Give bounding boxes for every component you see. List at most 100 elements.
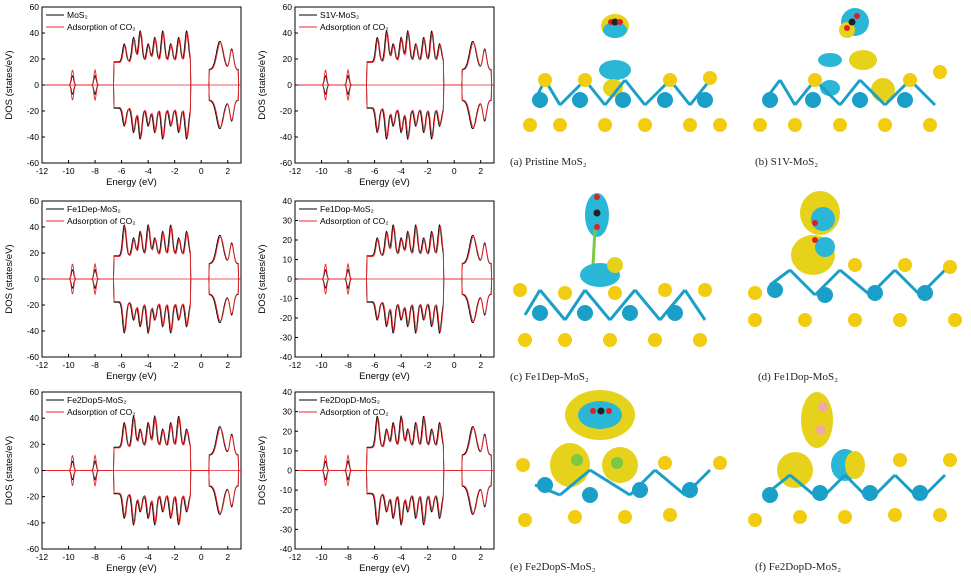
x-tick-label: -2 bbox=[171, 166, 179, 176]
series-substrate-down bbox=[42, 470, 241, 527]
y-tick-label: 40 bbox=[30, 222, 40, 232]
y-tick-label: -10 bbox=[280, 294, 293, 304]
y-tick-label: 0 bbox=[287, 466, 292, 476]
series-adsorbed-down bbox=[42, 278, 241, 333]
x-tick-label: 0 bbox=[199, 552, 204, 562]
x-tick-label: -12 bbox=[289, 552, 302, 562]
x-axis-label: Energy (eV) bbox=[106, 177, 157, 188]
y-tick-label: 20 bbox=[283, 235, 293, 245]
series-substrate-up bbox=[295, 29, 494, 86]
series-substrate-down bbox=[42, 84, 241, 140]
y-tick-label: -20 bbox=[280, 313, 293, 323]
y-tick-label: 40 bbox=[283, 387, 293, 397]
legend-label: Fe2DopS-MoS₂ bbox=[67, 395, 127, 405]
charge-density-f bbox=[777, 392, 865, 488]
y-tick-label: 10 bbox=[283, 446, 293, 456]
x-tick-label: -4 bbox=[144, 166, 152, 176]
y-tick-label: -40 bbox=[27, 132, 40, 142]
dos-plot-d: -12 -10 -8 -6 -4 -2 0 2-40-30-20-10010203040Ene… bbox=[257, 196, 495, 382]
legend-label: Adsorption of CO₂ bbox=[67, 22, 136, 32]
structure-f-image bbox=[748, 392, 957, 527]
x-tick-label: 0 bbox=[452, 552, 457, 562]
caption-e: (e) Fe2DopS-MoS₂ bbox=[510, 561, 596, 573]
y-tick-label: 20 bbox=[30, 248, 40, 258]
x-tick-label: -8 bbox=[344, 166, 352, 176]
x-tick-label: 2 bbox=[225, 166, 230, 176]
x-tick-label: 2 bbox=[478, 166, 483, 176]
y-tick-label: 40 bbox=[30, 413, 40, 423]
x-tick-label: -4 bbox=[144, 552, 152, 562]
x-tick-label: -2 bbox=[424, 360, 432, 370]
series-substrate-up bbox=[42, 30, 241, 86]
y-tick-label: 0 bbox=[34, 274, 39, 284]
y-tick-label: 40 bbox=[283, 28, 293, 38]
x-tick-label: -8 bbox=[344, 552, 352, 562]
y-tick-label: -40 bbox=[27, 518, 40, 528]
y-tick-label: 40 bbox=[30, 28, 40, 38]
x-tick-label: 2 bbox=[478, 360, 483, 370]
legend-label: S1V-MoS₂ bbox=[320, 10, 359, 20]
y-tick-label: 40 bbox=[283, 196, 293, 206]
y-tick-label: -40 bbox=[280, 352, 293, 362]
y-tick-label: 30 bbox=[283, 216, 293, 226]
y-tick-label: -20 bbox=[280, 106, 293, 116]
y-tick-label: 20 bbox=[30, 439, 40, 449]
y-axis-label: DOS (states/eV) bbox=[257, 244, 268, 313]
structure-c-image bbox=[513, 193, 712, 347]
charge-density-c bbox=[580, 193, 623, 287]
x-tick-label: -6 bbox=[371, 552, 379, 562]
x-tick-label: -10 bbox=[315, 166, 328, 176]
y-tick-label: -10 bbox=[280, 485, 293, 495]
x-axis-label: Energy (eV) bbox=[359, 371, 410, 382]
y-tick-label: 20 bbox=[283, 54, 293, 64]
structure-d-image bbox=[748, 191, 962, 327]
x-tick-label: -6 bbox=[118, 360, 126, 370]
series-substrate-down bbox=[295, 278, 494, 334]
x-tick-label: -10 bbox=[62, 360, 75, 370]
series-substrate-down bbox=[295, 470, 494, 527]
x-tick-label: -4 bbox=[144, 360, 152, 370]
mos2-slab-e bbox=[516, 456, 727, 527]
x-tick-label: -2 bbox=[171, 360, 179, 370]
y-tick-label: 0 bbox=[34, 466, 39, 476]
x-tick-label: 2 bbox=[225, 360, 230, 370]
y-tick-label: 60 bbox=[30, 2, 40, 12]
y-tick-label: 30 bbox=[283, 407, 293, 417]
y-tick-label: -40 bbox=[280, 132, 293, 142]
y-tick-label: 60 bbox=[30, 387, 40, 397]
mos2-slab-a bbox=[523, 71, 727, 132]
x-tick-label: -6 bbox=[118, 166, 126, 176]
x-axis-label: Energy (eV) bbox=[359, 563, 410, 574]
legend-label: Fe2DopD-MoS₂ bbox=[320, 395, 380, 405]
legend-label: Adsorption of CO₂ bbox=[320, 216, 389, 226]
x-tick-label: -10 bbox=[62, 166, 75, 176]
mos2-slab-f bbox=[748, 453, 957, 527]
x-axis-label: Energy (eV) bbox=[106, 563, 157, 574]
y-tick-label: -60 bbox=[27, 158, 40, 168]
series-substrate-up bbox=[42, 414, 241, 471]
y-axis-label: DOS (states/eV) bbox=[4, 244, 15, 313]
y-tick-label: -30 bbox=[280, 333, 293, 343]
y-tick-label: -20 bbox=[280, 505, 293, 515]
charge-density-b bbox=[818, 8, 895, 102]
x-tick-label: -12 bbox=[36, 552, 49, 562]
y-tick-label: 20 bbox=[30, 54, 40, 64]
y-axis-label: DOS (states/eV) bbox=[4, 436, 15, 505]
x-tick-label: -6 bbox=[371, 166, 379, 176]
series-substrate-up bbox=[295, 224, 494, 280]
series-substrate-down bbox=[42, 278, 241, 335]
legend-label: Adsorption of CO₂ bbox=[67, 216, 136, 226]
series-adsorbed-down bbox=[295, 278, 494, 333]
caption-a: (a) Pristine MoS₂ bbox=[510, 156, 587, 168]
x-tick-label: -6 bbox=[371, 360, 379, 370]
y-tick-label: 60 bbox=[283, 2, 293, 12]
caption-f: (f) Fe2DopD-MoS₂ bbox=[755, 561, 842, 573]
x-axis-label: Energy (eV) bbox=[106, 371, 157, 382]
series-adsorbed-down bbox=[295, 84, 494, 139]
y-tick-label: 20 bbox=[283, 426, 293, 436]
x-tick-label: -8 bbox=[344, 360, 352, 370]
